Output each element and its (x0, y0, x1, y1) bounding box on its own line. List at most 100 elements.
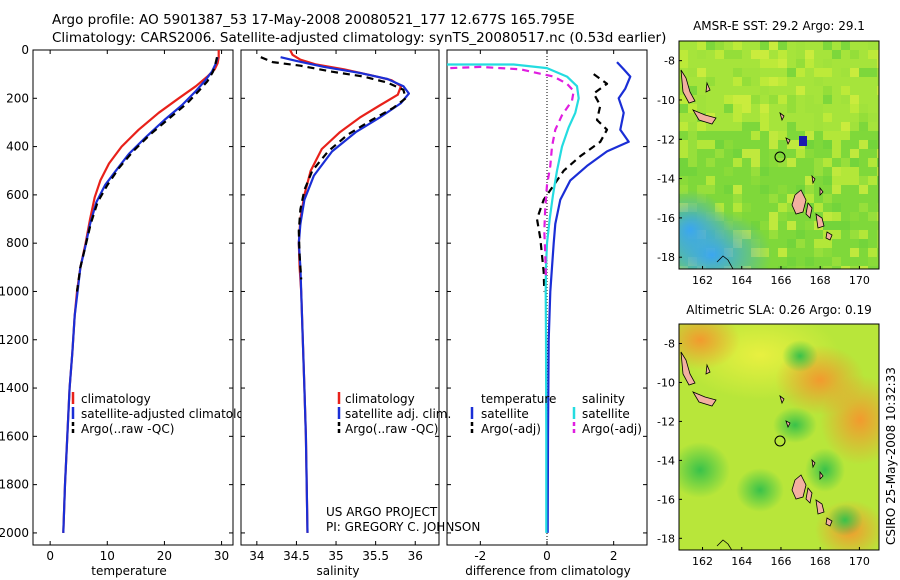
map-lat-label: -10 (657, 376, 675, 389)
sst-pixel (841, 122, 850, 131)
sst-pixel (769, 131, 778, 140)
sst-pixel (679, 176, 688, 185)
sst-pixel (823, 176, 832, 185)
sst-pixel (787, 239, 796, 248)
sst-pixel (760, 113, 769, 122)
sst-pixel (868, 50, 877, 59)
sst-pixel (814, 248, 823, 257)
sst-pixel (823, 140, 832, 149)
sst-pixel (859, 140, 868, 149)
sst-pixel (832, 176, 841, 185)
sst-pixel (796, 149, 805, 158)
sst-pixel (769, 95, 778, 104)
difference-legend: temperature satellite Argo(-adj) salinit… (470, 392, 642, 436)
series-line (62, 56, 219, 533)
salinity-xlabel: salinity (316, 564, 359, 578)
y-tick-label: 1800 (0, 478, 29, 492)
sst-pixel (850, 212, 859, 221)
sst-pixel (877, 68, 879, 77)
sst-pixel (679, 167, 688, 176)
sst-pixel (778, 185, 787, 194)
sst-pixel (751, 167, 760, 176)
sst-pixel (733, 185, 742, 194)
x-tick-label: -2 (474, 549, 486, 563)
x-tick-label: 34.5 (283, 549, 310, 563)
sst-pixel (841, 176, 850, 185)
legend-d-sal-satellite: satellite (582, 407, 630, 421)
sst-pixel (751, 95, 760, 104)
sst-pixel (751, 131, 760, 140)
sst-pixel (832, 149, 841, 158)
x-tick-label: 36 (408, 549, 423, 563)
y-tick-label: 2000 (0, 526, 29, 540)
sst-pixel (733, 68, 742, 77)
sst-pixel (688, 122, 697, 131)
sst-pixel (823, 95, 832, 104)
sst-pixel (796, 239, 805, 248)
sst-pixel (724, 50, 733, 59)
salinity-panel (240, 49, 440, 546)
sst-pixel (733, 104, 742, 113)
sst-pixel (859, 113, 868, 122)
sst-pixel (778, 266, 787, 269)
sst-pixel (850, 266, 859, 269)
sst-pixel (787, 122, 796, 131)
sst-pixel (877, 239, 879, 248)
header-line-2: Climatology: CARS2006. Satellite-adjuste… (52, 30, 666, 46)
temperature-panel (32, 49, 234, 546)
sst-pixel (796, 50, 805, 59)
sst-pixel (769, 221, 778, 230)
sst-pixel (760, 167, 769, 176)
sst-pixel (823, 266, 832, 269)
sst-pixel (688, 158, 697, 167)
sst-pixel (715, 41, 724, 50)
sst-pixel (796, 59, 805, 68)
sst-pixel (841, 86, 850, 95)
sst-pixel (814, 77, 823, 86)
sst-pixel (679, 158, 688, 167)
legend-argo-raw: Argo(..raw -QC) (81, 422, 174, 436)
sst-pixel (832, 257, 841, 266)
sst-pixel (769, 149, 778, 158)
sst-pixel (841, 131, 850, 140)
sst-pixel (742, 95, 751, 104)
series-line (450, 65, 575, 280)
sst-pixel (868, 158, 877, 167)
sst-pixel (769, 212, 778, 221)
sst-pixel (769, 140, 778, 149)
sst-pixel (778, 158, 787, 167)
sst-pixel (805, 140, 814, 149)
map-lat-label: -8 (664, 55, 675, 68)
sst-pixel (850, 167, 859, 176)
sst-pixel (769, 158, 778, 167)
sst-pixel (688, 131, 697, 140)
sla-map (679, 324, 879, 550)
sst-pixel (823, 194, 832, 203)
legend-s-satellite: satellite adj. clim. (345, 407, 451, 421)
sst-pixel (697, 95, 706, 104)
sst-pixel (841, 158, 850, 167)
sst-pixel (778, 131, 787, 140)
sst-pixel (706, 158, 715, 167)
sst-pixel (859, 203, 868, 212)
sst-pixel (706, 140, 715, 149)
map-lat-label: -10 (657, 94, 675, 107)
sst-pixel (841, 41, 850, 50)
x-tick-label: 35 (328, 549, 343, 563)
sst-pixel (832, 221, 841, 230)
sst-pixel (697, 185, 706, 194)
sst-pixel (796, 41, 805, 50)
sst-pixel (868, 41, 877, 50)
sst-pixel (733, 194, 742, 203)
sst-pixel (868, 68, 877, 77)
legend-s-climatology: climatology (345, 392, 415, 406)
sla-map-frame (678, 323, 880, 551)
sst-map (679, 41, 879, 269)
sst-pixel (733, 95, 742, 104)
sst-pixel (805, 185, 814, 194)
map-lat-label: -16 (657, 493, 675, 506)
sst-pixel (787, 194, 796, 203)
sst-pixel (688, 149, 697, 158)
sst-pixel (859, 239, 868, 248)
sst-pixel (778, 77, 787, 86)
